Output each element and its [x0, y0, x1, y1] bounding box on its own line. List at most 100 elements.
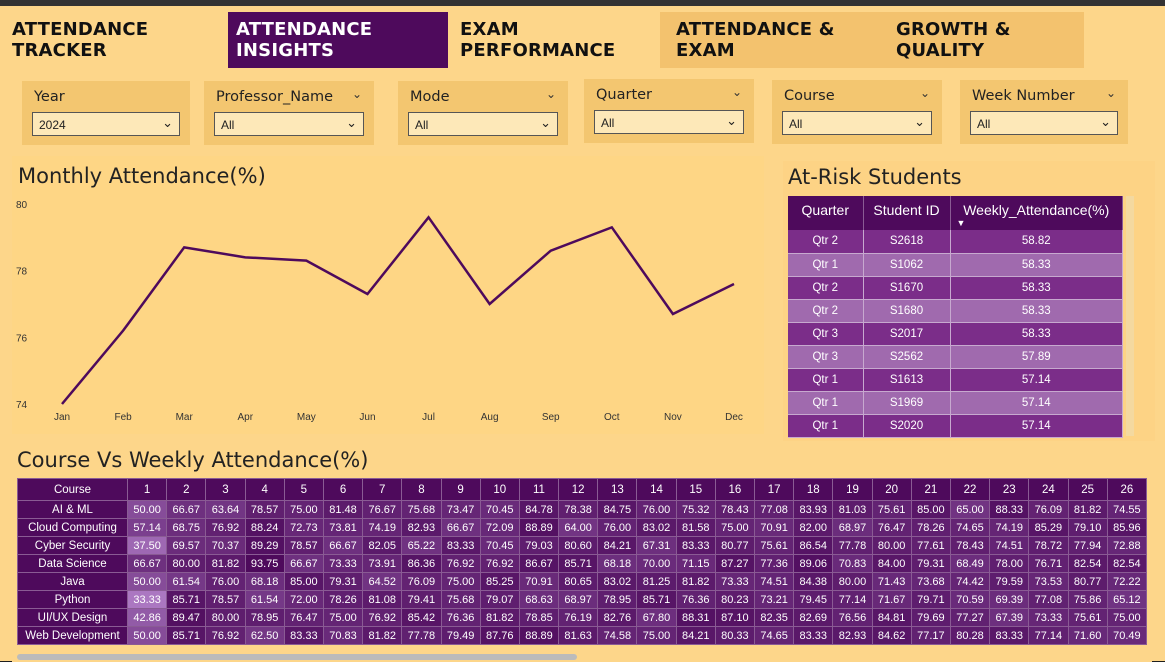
table-row[interactable]: Qtr 2 S2618 58.82: [788, 230, 1123, 254]
year-dropdown[interactable]: 2024 ⌄: [32, 112, 180, 136]
week-header[interactable]: 6: [322, 478, 364, 501]
table-row[interactable]: UI/UX Design 42.86 89.47 80.00 78.95 76.47 75.…: [17, 608, 1148, 627]
table-row[interactable]: Qtr 2 S1670 58.33: [788, 276, 1123, 300]
heat-cell: 70.45: [479, 536, 520, 555]
table-scrollbar[interactable]: [1126, 196, 1134, 436]
table-row[interactable]: Qtr 1 S1062 58.33: [788, 253, 1123, 277]
heat-cell: 84.00: [871, 554, 912, 573]
table-row[interactable]: Qtr 2 S1680 58.33: [788, 299, 1123, 323]
col-course[interactable]: Course: [17, 478, 128, 501]
heat-cell: 64.52: [362, 572, 403, 591]
chevron-down-icon[interactable]: ⌄: [351, 87, 362, 101]
course-weekly-panel: Course Vs Weekly Attendance(%) Course 1 2 3…: [12, 444, 1152, 662]
week-header[interactable]: 2: [166, 478, 207, 501]
heat-cell: 70.83: [832, 554, 873, 573]
week-header[interactable]: 5: [283, 478, 324, 501]
table-row[interactable]: Qtr 1 S1969 57.14: [788, 391, 1123, 415]
week-header[interactable]: 21: [910, 478, 951, 501]
heat-cell: 87.76: [479, 626, 520, 645]
week-header[interactable]: 3: [205, 478, 246, 501]
heat-cell: 68.75: [166, 518, 207, 537]
week-header[interactable]: 4: [244, 478, 285, 501]
week-header[interactable]: 7: [362, 478, 403, 501]
table-row[interactable]: Web Development 50.00 85.71 76.92 62.50 83.33…: [17, 626, 1148, 645]
tab-attendance-insights[interactable]: ATTENDANCE INSIGHTS: [228, 12, 448, 68]
quarter-dropdown[interactable]: All ⌄: [594, 110, 744, 134]
week-header[interactable]: 9: [440, 478, 481, 501]
tab-growth-quality[interactable]: GROWTH & QUALITY: [886, 12, 1084, 68]
week-header[interactable]: 11: [518, 478, 560, 501]
week-header[interactable]: 19: [832, 478, 873, 501]
week-header[interactable]: 10: [479, 478, 520, 501]
heat-cell: 78.26: [910, 518, 951, 537]
heat-cell: 71.67: [871, 590, 912, 609]
table-cell: Qtr 1: [788, 391, 864, 415]
heat-cell: 73.21: [753, 590, 795, 609]
heat-cell: 79.45: [793, 590, 834, 609]
week-header[interactable]: 17: [753, 478, 795, 501]
attendance-series-line[interactable]: [61, 215, 735, 405]
table-row[interactable]: Cloud Computing 57.14 68.75 76.92 88.24 72.73…: [17, 518, 1148, 537]
week-header[interactable]: 25: [1067, 478, 1108, 501]
heat-cell: 74.58: [597, 626, 638, 645]
table-row[interactable]: Python 33.33 85.71 78.57 61.54 72.00 78.26 81.0…: [17, 590, 1148, 609]
heat-cell: 79.69: [910, 608, 951, 627]
week-header[interactable]: 8: [401, 478, 442, 501]
heat-cell: 85.96: [1106, 518, 1148, 537]
col-student-id[interactable]: Student ID: [863, 196, 951, 230]
chevron-down-icon[interactable]: ⌄: [919, 86, 930, 100]
heat-cell: 84.62: [871, 626, 912, 645]
heat-cell: 77.14: [1028, 626, 1069, 645]
heat-cell: 83.02: [636, 518, 677, 537]
tab-attendance-tracker[interactable]: ATTENDANCE TRACKER: [4, 12, 228, 68]
table-row[interactable]: Qtr 1 S1613 57.14: [788, 368, 1123, 392]
chevron-down-icon[interactable]: ⌄: [545, 87, 556, 101]
tab-exam-performance[interactable]: EXAM PERFORMANCE: [448, 12, 660, 68]
horizontal-scrollbar[interactable]: [17, 654, 577, 660]
heat-cell: 67.31: [636, 536, 677, 555]
week-header[interactable]: 18: [793, 478, 834, 501]
week-header[interactable]: 20: [871, 478, 912, 501]
table-row[interactable]: AI & ML 50.00 66.67 63.64 78.57 75.00 81.48 76.…: [17, 500, 1148, 519]
heat-cell: 75.00: [440, 572, 481, 591]
heat-cell: 89.29: [244, 536, 285, 555]
heat-cell: 77.94: [1067, 536, 1108, 555]
heat-cell: 87.10: [714, 608, 756, 627]
table-row[interactable]: Qtr 3 S2562 57.89: [788, 345, 1123, 369]
tab-attendance-exam[interactable]: ATTENDANCE & EXAM: [660, 12, 886, 68]
table-cell: S1613: [863, 368, 951, 392]
table-row[interactable]: Qtr 3 S2017 58.33: [788, 322, 1123, 346]
heat-cell: 69.39: [989, 590, 1030, 609]
chevron-down-icon[interactable]: ⌄: [731, 85, 742, 99]
week-header[interactable]: 14: [636, 478, 677, 501]
y-tick-label: 74: [16, 400, 28, 411]
mode-value: All: [415, 118, 429, 132]
col-quarter[interactable]: Quarter: [788, 196, 864, 230]
heat-cell: 85.42: [401, 608, 442, 627]
week-header[interactable]: 24: [1028, 478, 1069, 501]
heat-cell: 76.47: [871, 518, 912, 537]
table-row[interactable]: Data Science 66.67 80.00 81.82 93.75 66.67 73.…: [17, 554, 1148, 573]
week-header[interactable]: 23: [989, 478, 1030, 501]
week-header[interactable]: 26: [1106, 478, 1148, 501]
heat-cell: 65.00: [949, 500, 991, 519]
heat-cell: 81.03: [832, 500, 873, 519]
course-dropdown[interactable]: All ⌄: [782, 111, 932, 135]
heat-cell: 85.71: [636, 590, 677, 609]
heat-cell: 79.07: [479, 590, 520, 609]
professor-dropdown[interactable]: All ⌄: [214, 112, 364, 136]
table-row[interactable]: Java 50.00 61.54 76.00 68.18 85.00 79.31 64.52 7…: [17, 572, 1148, 591]
week-header[interactable]: 13: [597, 478, 638, 501]
table-row[interactable]: Cyber Security 37.50 69.57 70.37 89.29 78.57 6…: [17, 536, 1148, 555]
mode-dropdown[interactable]: All ⌄: [408, 112, 558, 136]
week-header[interactable]: 1: [126, 478, 168, 501]
week-header[interactable]: 15: [675, 478, 716, 501]
week-header[interactable]: 16: [714, 478, 756, 501]
week-dropdown[interactable]: All ⌄: [970, 111, 1118, 135]
heat-cell: 80.00: [166, 554, 207, 573]
week-header[interactable]: 12: [558, 478, 599, 501]
table-row[interactable]: Qtr 1 S2020 57.14: [788, 414, 1123, 438]
week-header[interactable]: 22: [949, 478, 991, 501]
col-weekly-attendance[interactable]: Weekly_Attendance(%) ▼: [950, 196, 1123, 230]
chevron-down-icon[interactable]: ⌄: [1105, 86, 1116, 100]
